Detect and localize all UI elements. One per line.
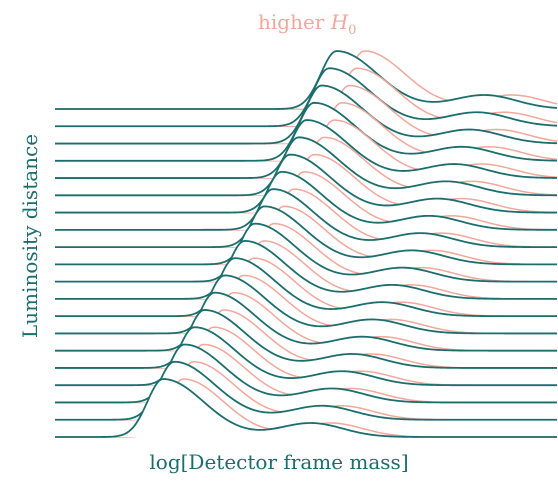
- y-axis-label: Luminosity distance: [18, 133, 42, 339]
- teal-ridge-4: [55, 326, 557, 387]
- annotation-text: higher: [258, 10, 325, 34]
- x-axis-label: log[Detector frame mass]: [149, 450, 409, 474]
- teal-ridge-8: [55, 257, 557, 318]
- teal-ridge-13: [55, 170, 557, 231]
- teal-ridge-10: [55, 222, 557, 283]
- teal-ridge-6: [55, 291, 557, 352]
- pink-ridge-5: [55, 309, 557, 369]
- teal-ridge-20: [55, 50, 558, 110]
- annotation-subscript: 0: [348, 23, 357, 38]
- teal-ridge-1: [55, 378, 557, 438]
- teal-ridge-9: [55, 239, 557, 300]
- teal-ridge-3: [55, 343, 557, 404]
- teal-ridge-11: [55, 205, 557, 266]
- annotation-symbol: H: [330, 10, 349, 34]
- pink-ridge-6: [55, 291, 557, 352]
- ridges-group: [55, 50, 558, 438]
- teal-ridge-12: [55, 188, 557, 249]
- teal-ridge-7: [55, 274, 557, 335]
- teal-ridge-2: [55, 360, 557, 421]
- higher-h0-annotation: higher H0: [258, 10, 356, 38]
